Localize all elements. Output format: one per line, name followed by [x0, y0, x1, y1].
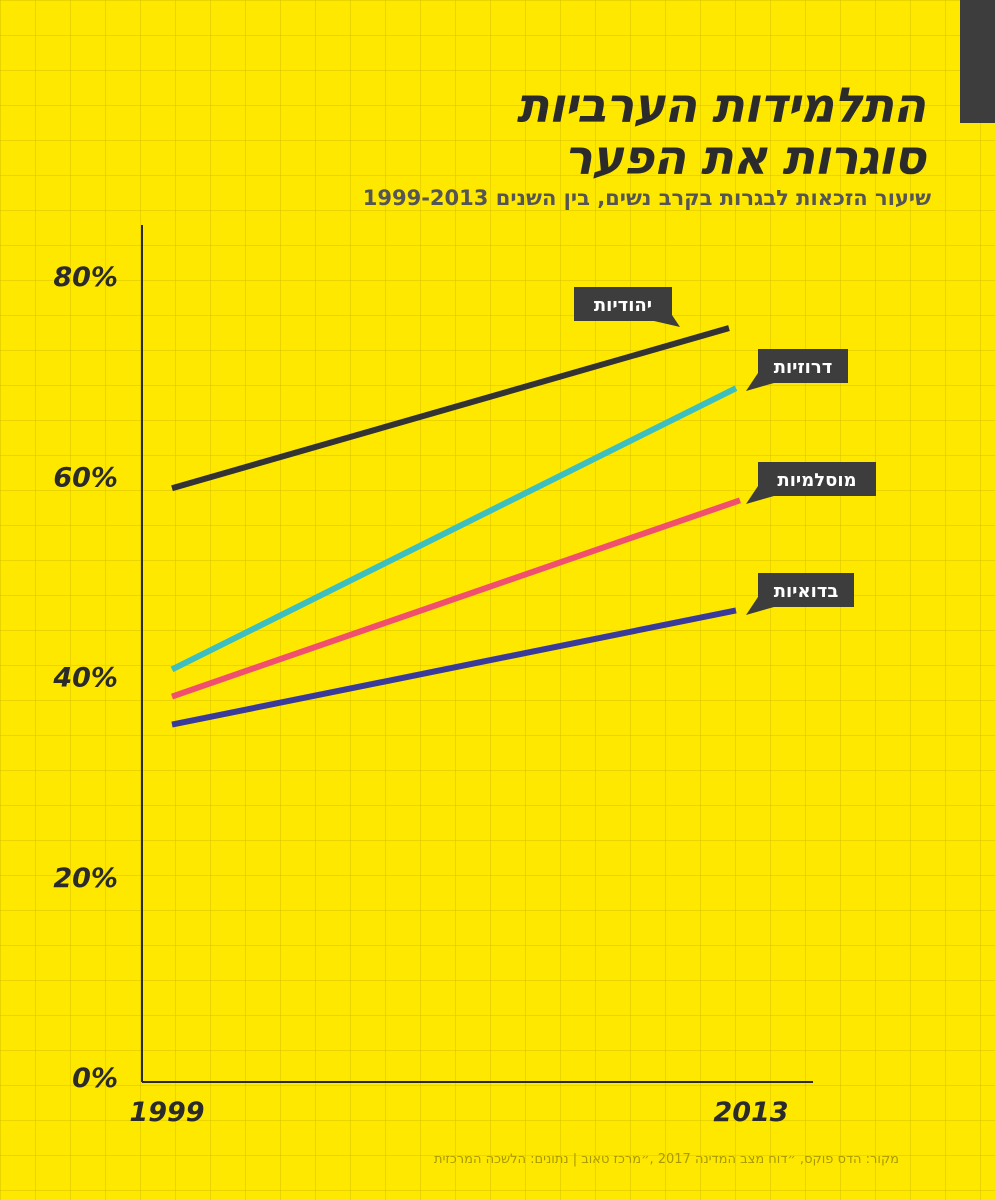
series-label: מוסלמיות [746, 462, 876, 504]
source-note: מקור: הדס פוקס, ״דוח מצב המדינה 2017 ,״מ… [433, 1152, 899, 1167]
series-label-text: בדואיות [774, 581, 839, 602]
page-title: התלמידות הערביות סוגרות את הפער [65, 78, 926, 186]
series-label-text: מוסלמיות [777, 470, 856, 491]
corner-tab [960, 0, 995, 123]
title-line-2: סוגרות את הפער [563, 130, 926, 186]
series-label-box [758, 573, 854, 607]
series-label-box [758, 462, 876, 496]
y-tick-label: 80% [53, 262, 118, 293]
y-tick-label: 20% [53, 863, 118, 894]
series-label-tail [746, 373, 774, 391]
series-label: יהודיות [574, 287, 680, 327]
chart-subtitle: שיעור הזכאות לבגרות בקרב נשים, בין השנים… [362, 186, 931, 210]
series-line [171, 607, 737, 728]
series-line [171, 497, 741, 700]
series-label: דרוזיות [746, 349, 848, 391]
series-label-text: דרוזיות [774, 357, 833, 378]
series-label-tail [654, 309, 680, 327]
series-label-tail [746, 597, 774, 615]
y-tick-label: 0% [72, 1063, 118, 1094]
series-label-text: יהודיות [594, 295, 652, 316]
x-tick-label: 1999 [129, 1097, 204, 1128]
series-label-box [574, 287, 672, 321]
series-label: בדואיות [746, 573, 854, 615]
series-label-tail [746, 486, 774, 504]
y-tick-label: 40% [52, 663, 118, 694]
series-line [171, 325, 730, 492]
series-label-box [758, 349, 848, 383]
y-tick-label: 60% [53, 462, 118, 493]
title-line-1: התלמידות הערביות [516, 78, 926, 134]
series-line [170, 385, 738, 673]
x-tick-label: 2013 [713, 1097, 788, 1128]
